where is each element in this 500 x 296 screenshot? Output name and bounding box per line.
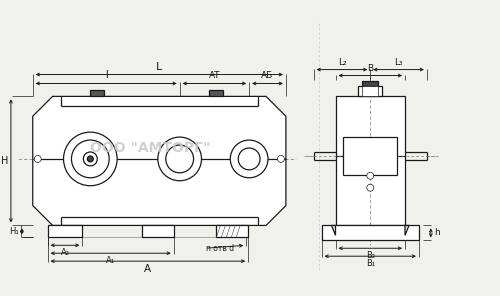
Text: h: h	[434, 229, 440, 237]
Text: A₂: A₂	[60, 248, 70, 257]
Circle shape	[64, 132, 117, 186]
Circle shape	[367, 184, 374, 191]
Text: L: L	[156, 62, 162, 72]
Circle shape	[158, 137, 202, 181]
Bar	[358, 86, 382, 96]
Bar	[90, 90, 104, 96]
Circle shape	[72, 140, 109, 178]
Text: A₁: A₁	[106, 256, 115, 265]
Text: B₂: B₂	[366, 251, 375, 260]
Bar	[362, 81, 378, 86]
Bar	[142, 226, 174, 237]
Text: L₂: L₂	[338, 58, 346, 67]
Circle shape	[84, 152, 98, 166]
Circle shape	[367, 172, 374, 179]
Text: L₃: L₃	[394, 58, 403, 67]
Text: B: B	[367, 64, 374, 73]
Circle shape	[34, 155, 41, 163]
Text: AБ: AБ	[262, 72, 274, 81]
Polygon shape	[405, 226, 409, 235]
Text: n отв d: n отв d	[206, 244, 234, 253]
Text: ООО "АМТОРГ": ООО "АМТОРГ"	[90, 141, 210, 155]
Circle shape	[278, 155, 284, 163]
Bar	[216, 226, 248, 237]
Bar	[336, 96, 405, 226]
Circle shape	[238, 148, 260, 170]
Bar	[322, 226, 419, 240]
Bar	[48, 226, 82, 237]
Polygon shape	[32, 96, 286, 226]
Text: H: H	[0, 156, 8, 166]
Polygon shape	[332, 226, 336, 235]
Text: l: l	[105, 70, 108, 81]
Bar	[362, 86, 378, 96]
Text: B₁: B₁	[366, 259, 375, 268]
Text: AТ: AТ	[208, 72, 220, 81]
Bar	[210, 90, 224, 96]
Text: H₁: H₁	[9, 227, 19, 236]
Text: A: A	[144, 264, 152, 274]
Circle shape	[88, 156, 94, 162]
Bar	[344, 137, 397, 175]
Circle shape	[230, 140, 268, 178]
Circle shape	[166, 145, 194, 173]
